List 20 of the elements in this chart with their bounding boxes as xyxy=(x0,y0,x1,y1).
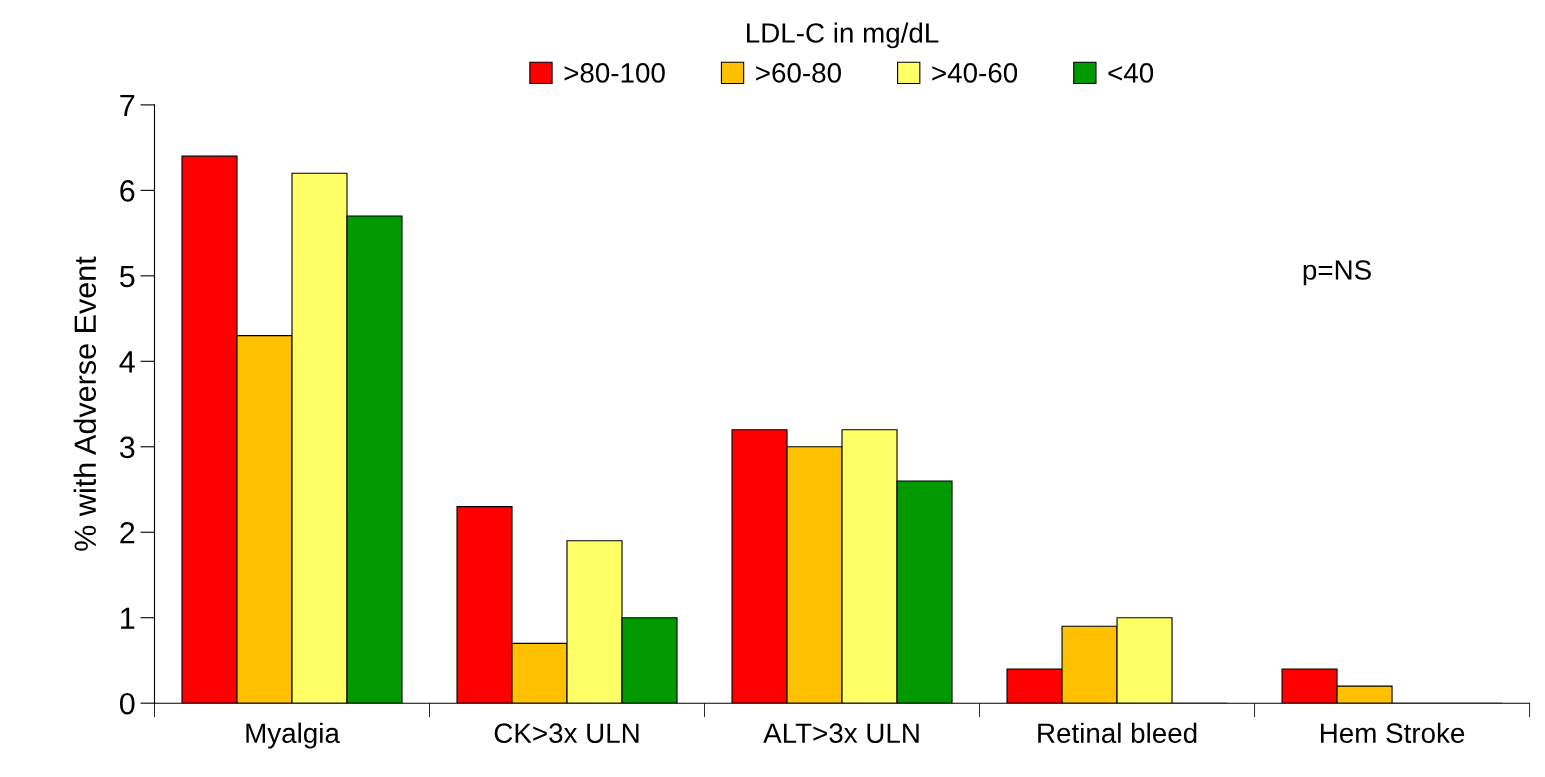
y-tick-label: 0 xyxy=(119,692,135,715)
y-tick-label: 2 xyxy=(120,521,135,544)
y-tick-label: 1 xyxy=(121,607,135,629)
y-tick-label: 4 xyxy=(119,351,135,373)
legend-label: >40-60 xyxy=(932,63,1018,83)
x-tick-label: Myalgia xyxy=(246,722,340,749)
x-tick-label: ALT>3x ULN xyxy=(763,723,919,744)
legend-label: >60-80 xyxy=(756,63,841,83)
annotation: p=NS xyxy=(1303,260,1371,286)
y-tick-label: 7 xyxy=(120,94,135,116)
x-tick-label: CK>3x ULN xyxy=(494,723,639,744)
x-tick-label: Hem Stroke xyxy=(1321,722,1465,744)
y-axis-title: % with Adverse Event xyxy=(73,256,97,551)
legend-title: LDL-C in mg/dL xyxy=(747,22,939,49)
y-tick-label: 6 xyxy=(120,180,135,202)
y-tick-label: 3 xyxy=(119,436,135,459)
legend-label: >80-100 xyxy=(564,63,665,83)
legend-label: <40 xyxy=(1108,63,1154,83)
y-tick-label: 5 xyxy=(119,265,135,288)
x-tick-label: Retinal bleed xyxy=(1038,722,1197,744)
